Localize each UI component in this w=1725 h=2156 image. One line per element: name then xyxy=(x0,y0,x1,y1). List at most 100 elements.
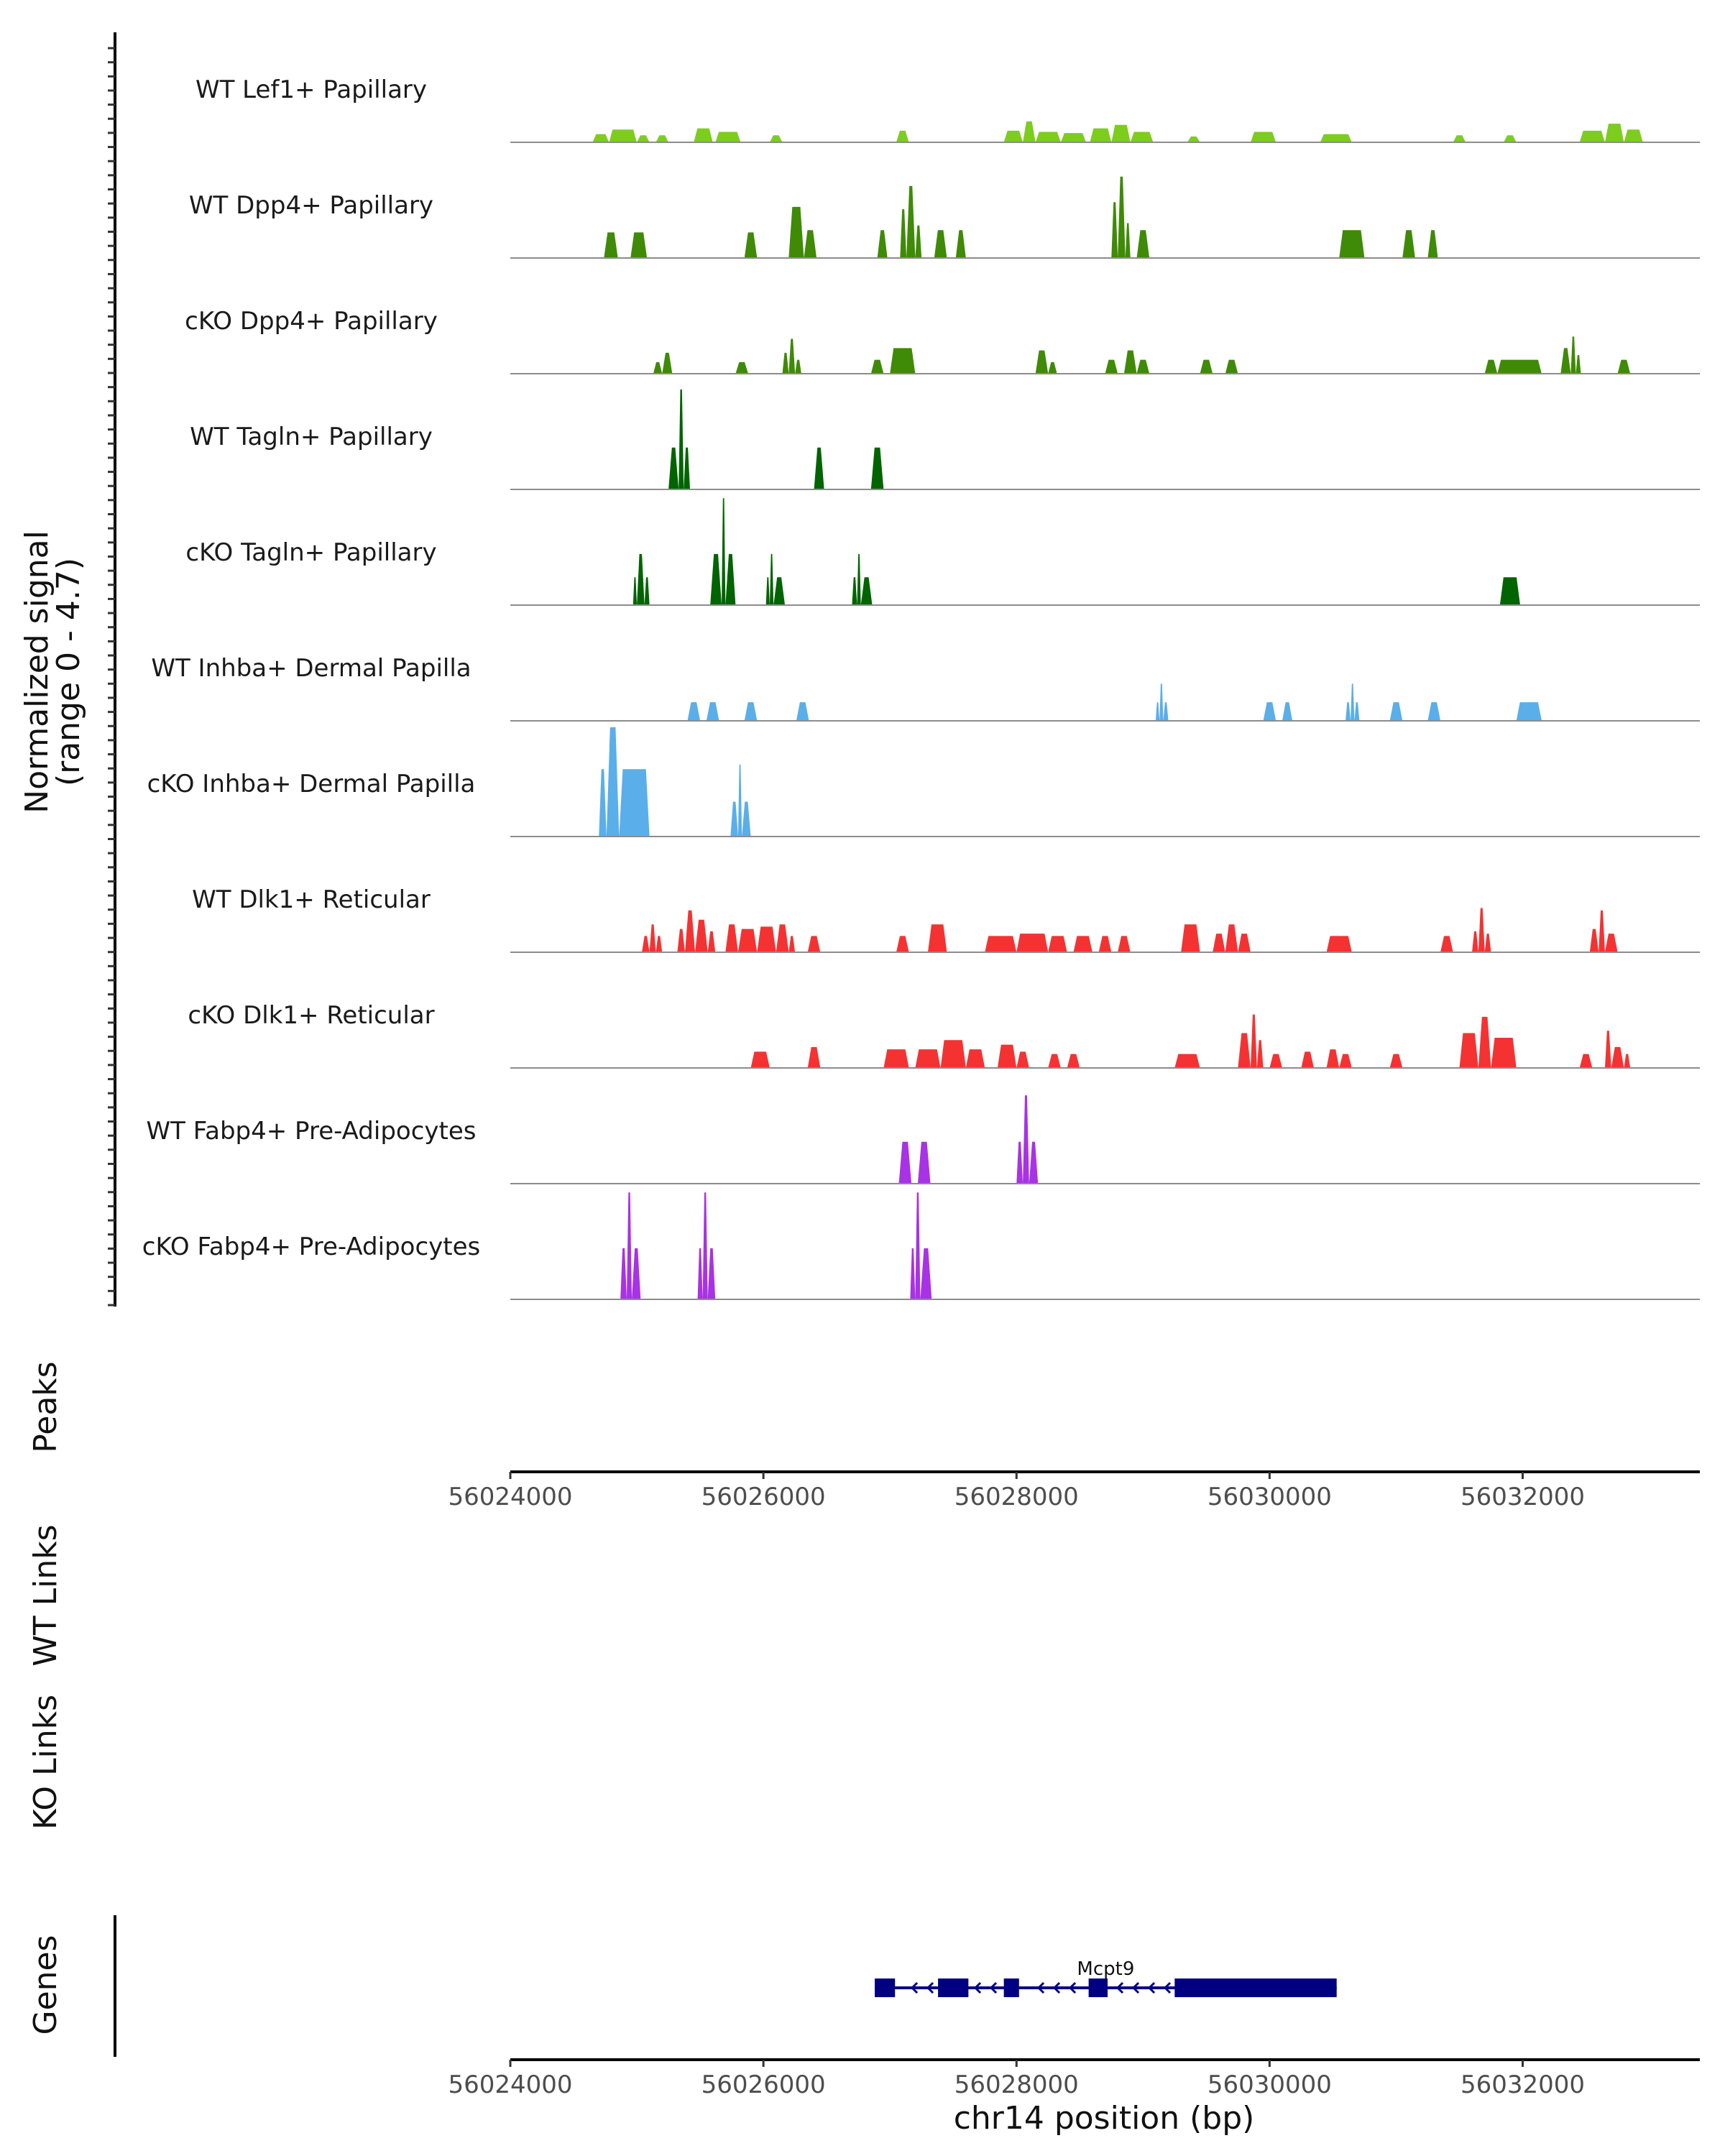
x-axis-peaks: 56024000 56026000 56028000 56030000 56032000 xyxy=(448,1470,1700,1511)
x-tick-label: 56028000 xyxy=(954,2070,1079,2099)
coverage-peak xyxy=(769,553,774,605)
coverage-peak xyxy=(807,936,821,952)
coverage-peak xyxy=(707,931,716,952)
coverage-peak xyxy=(1499,577,1520,605)
coverage-peak xyxy=(1067,1054,1080,1068)
coverage-track: cKO Dlk1+ Reticular xyxy=(188,1001,1700,1069)
coverage-peak xyxy=(1111,202,1118,258)
coverage-peak xyxy=(773,577,786,605)
coverage-peak xyxy=(695,919,708,952)
gene-name-label: Mcpt9 xyxy=(1077,1958,1134,1980)
coverage-peak xyxy=(782,352,789,374)
gene-exon xyxy=(938,1978,969,1997)
coverage-peak xyxy=(788,936,796,952)
coverage-peak xyxy=(604,232,618,258)
coverage-peak xyxy=(678,389,684,489)
coverage-peak xyxy=(710,553,722,605)
strand-arrow xyxy=(1147,1981,1156,1994)
coverage-peak xyxy=(1105,359,1118,374)
track-label: cKO Inhba+ Dermal Papilla xyxy=(147,770,476,798)
coverage-peak xyxy=(1125,223,1131,258)
x-tick-label: 56028000 xyxy=(954,1483,1079,1511)
coverage-peak xyxy=(744,232,758,258)
coverage-peak xyxy=(807,1046,821,1068)
x-tick-label: 56030000 xyxy=(1208,2070,1332,2099)
coverage-peak xyxy=(997,1044,1017,1068)
coverage-peak xyxy=(1098,936,1112,952)
coverage-peak xyxy=(1090,128,1112,142)
coverage-peak xyxy=(1048,936,1067,952)
coverage-peak xyxy=(1035,350,1049,374)
coverage-peak xyxy=(1459,1033,1478,1068)
coverage-peak xyxy=(1604,934,1618,952)
coverage-track: WT Tagln+ Papillary xyxy=(190,389,1700,490)
coverage-peak xyxy=(870,447,884,489)
coverage-peak xyxy=(898,1141,912,1184)
coverage-peak xyxy=(857,553,861,605)
x-axis-title: chr14 position (bp) xyxy=(954,2100,1255,2137)
coverage-track: WT Fabp4+ Pre-Adipocytes xyxy=(147,1095,1700,1184)
coverage-peak xyxy=(737,929,758,952)
coverage-peak xyxy=(1187,136,1200,142)
track-label: WT Tagln+ Papillary xyxy=(190,423,433,451)
coverage-peak xyxy=(1339,1054,1352,1068)
coverage-peak xyxy=(955,230,966,258)
coverage-peak xyxy=(1427,230,1438,258)
coverage-peak xyxy=(1016,934,1049,952)
coverage-peak xyxy=(896,936,909,952)
coverage-peak xyxy=(1225,924,1238,952)
coverage-peak xyxy=(1250,1014,1257,1068)
coverage-peak xyxy=(1576,355,1581,374)
coverage-peak xyxy=(1570,336,1576,374)
coverage-peak xyxy=(852,577,857,605)
coverage-peak xyxy=(1604,124,1624,142)
coverage-peak xyxy=(1624,1054,1631,1068)
coverage-peak xyxy=(1389,702,1403,721)
coverage-peak xyxy=(1023,121,1036,142)
coverage-peak xyxy=(609,129,638,142)
coverage-peak xyxy=(1320,134,1352,142)
coverage-peak xyxy=(1060,133,1087,142)
coverage-peak xyxy=(1225,359,1238,374)
strand-arrow xyxy=(1116,1981,1124,1994)
coverage-track: WT Dlk1+ Reticular xyxy=(192,885,1700,953)
coverage-peak xyxy=(1301,1051,1315,1068)
coverage-peak xyxy=(1263,702,1276,721)
coverage-peak xyxy=(1440,936,1453,952)
strand-arrow xyxy=(1036,1981,1045,1994)
coverage-peak xyxy=(1484,934,1491,952)
coverage-peak xyxy=(1136,359,1150,374)
coverage-peak xyxy=(788,206,804,258)
coverage-peak xyxy=(1159,683,1164,721)
coverage-track: WT Inhba+ Dermal Papilla xyxy=(151,654,1700,722)
coverage-peak xyxy=(1484,359,1498,374)
coverage-peak xyxy=(1118,176,1126,258)
coverage-peak xyxy=(1269,1054,1282,1068)
coverage-peak xyxy=(804,230,817,258)
coverage-peak xyxy=(1491,1037,1517,1068)
strand-arrow xyxy=(989,1981,998,1994)
coverage-peak xyxy=(656,135,669,142)
coverage-peak xyxy=(632,1248,641,1299)
coverage-peak xyxy=(814,447,824,489)
strand-arrow xyxy=(910,1981,919,1994)
track-label: WT Dpp4+ Papillary xyxy=(189,191,433,220)
y-axis-title-line2: (range 0 - 4.7) xyxy=(50,558,87,786)
x-axis-genes: 56024000 56026000 56028000 56030000 56032000 xyxy=(448,2058,1700,2099)
coverage-peak xyxy=(1346,702,1351,721)
coverage-peak xyxy=(1136,230,1150,258)
track-label: WT Lef1+ Papillary xyxy=(196,75,427,104)
coverage-peak xyxy=(1504,135,1517,142)
x-tick-label: 56024000 xyxy=(448,2070,572,2099)
coverage-peak xyxy=(632,577,638,605)
coverage-peak xyxy=(896,130,909,142)
coverage-peak xyxy=(1560,348,1571,374)
coverage-peak xyxy=(1497,359,1542,374)
coverage-track: cKO Fabp4+ Pre-Adipocytes xyxy=(142,1192,1700,1300)
coverage-peak xyxy=(965,1049,985,1068)
coverage-peak xyxy=(677,929,685,952)
coverage-peak xyxy=(796,702,809,721)
coverage-peak xyxy=(860,577,873,605)
coverage-peak xyxy=(795,359,801,374)
coverage-peak xyxy=(1023,1095,1029,1184)
